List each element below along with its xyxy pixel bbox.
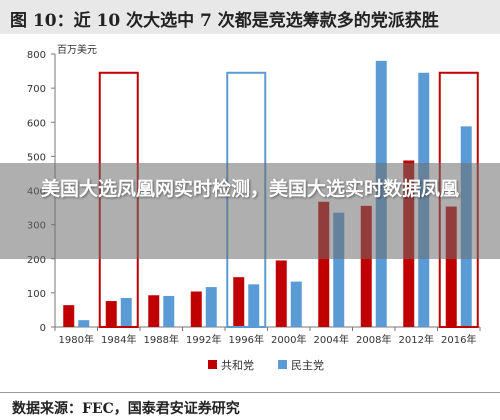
bar xyxy=(148,295,160,327)
y-tick-label: 500 xyxy=(27,152,46,163)
legend: 共和党 民主党 xyxy=(208,359,324,372)
bar xyxy=(205,287,217,327)
title-bar: 图 10：近 10 次大选中 7 次都是竞选筹款多的党派获胜 xyxy=(0,0,500,34)
overlay-banner xyxy=(0,163,500,259)
source-note: 数据来源：FEC，国泰君安证券研究 xyxy=(12,401,240,417)
legend-label: 共和党 xyxy=(221,359,254,372)
bar xyxy=(190,291,202,327)
x-tick-label: 2008年 xyxy=(356,333,391,346)
overlay-text: 美国大选凤凰网实时检测，美国大选实时数据凤凰 xyxy=(40,178,459,200)
y-tick-label: 800 xyxy=(27,50,46,61)
bar xyxy=(290,281,302,327)
footer-divider xyxy=(0,392,500,393)
bar xyxy=(120,297,132,327)
y-tick-label: 0 xyxy=(40,323,46,334)
x-tick-label: 1988年 xyxy=(144,333,179,346)
x-tick-label: 2000年 xyxy=(271,333,306,346)
bar xyxy=(78,320,90,327)
bar xyxy=(275,260,287,327)
bar xyxy=(105,301,117,327)
bar xyxy=(63,305,75,327)
bar xyxy=(333,212,345,327)
y-tick-label: 100 xyxy=(27,289,46,300)
x-tick-label: 2004年 xyxy=(314,333,349,346)
x-tick-label: 1984年 xyxy=(101,333,136,346)
y-tick-label: 600 xyxy=(27,118,46,129)
y-tick-label: 200 xyxy=(27,255,46,266)
legend-label: 民主党 xyxy=(291,359,324,372)
x-tick-label: 2012年 xyxy=(399,333,434,346)
y-tick-label: 700 xyxy=(27,84,46,95)
bar xyxy=(233,277,245,327)
x-tick-label: 1996年 xyxy=(229,333,264,346)
y-unit-label: 百万美元 xyxy=(57,43,97,56)
x-tick-label: 2016年 xyxy=(441,333,476,346)
legend-swatch xyxy=(208,360,217,369)
bar xyxy=(360,205,372,327)
chart-title: 图 10：近 10 次大选中 7 次都是竞选筹款多的党派获胜 xyxy=(10,11,439,31)
bar xyxy=(318,201,330,327)
legend-swatch xyxy=(278,360,287,369)
x-tick-label: 1992年 xyxy=(186,333,221,346)
x-axis: 1980年 1984年 1988年 1992年 1996年 2000年 2004年 2008年… xyxy=(54,326,481,346)
bar xyxy=(248,284,260,327)
x-tick-label: 1980年 xyxy=(59,333,94,346)
bar xyxy=(163,295,175,327)
bar xyxy=(445,206,457,327)
